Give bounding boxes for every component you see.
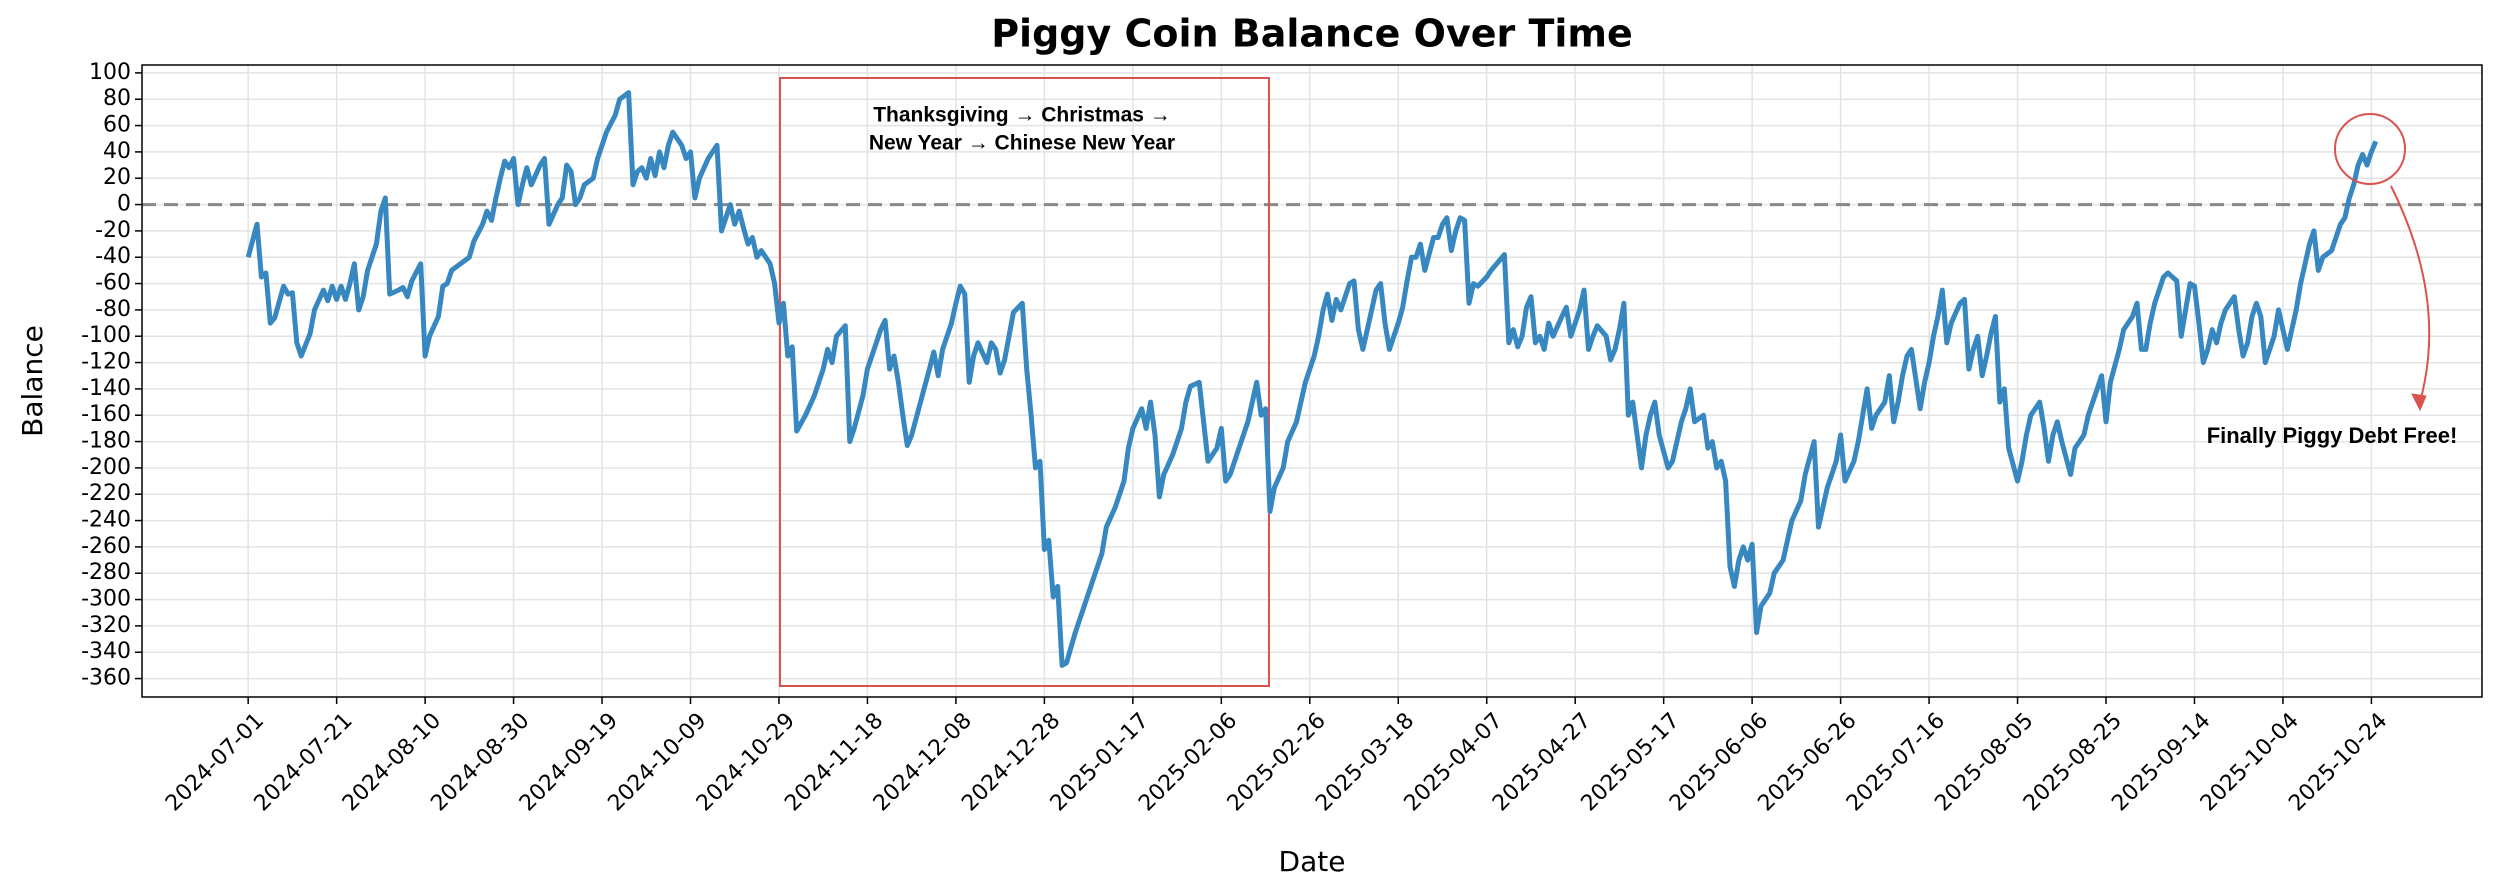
y-tick-label: -160 [81, 402, 131, 427]
callout-circle [2334, 113, 2406, 185]
y-tick-label: 100 [89, 60, 131, 85]
y-tick-label: -240 [81, 508, 131, 533]
y-tick-label: -120 [81, 350, 131, 375]
callout-arrow [2390, 185, 2431, 403]
y-tick-label: -180 [81, 429, 131, 454]
y-tick-label: -100 [81, 323, 131, 348]
y-tick-label: 0 [117, 192, 131, 217]
y-tick-label: 20 [103, 165, 131, 190]
y-tick-label: -260 [81, 534, 131, 559]
y-axis-label: Balance [16, 325, 49, 437]
callout-text: Finally Piggy Debt Free! [2207, 423, 2458, 448]
callout-arrowhead [2411, 393, 2427, 412]
y-tick-label: -320 [81, 613, 131, 638]
y-tick-label: 60 [103, 113, 131, 138]
y-tick-label: 40 [103, 139, 131, 164]
y-tick-label: -300 [81, 587, 131, 612]
y-tick-label: -40 [95, 244, 131, 269]
balance-line [245, 90, 2379, 668]
y-tick-label: -80 [95, 297, 131, 322]
y-tick-label: -60 [95, 271, 131, 296]
y-tick-label: -360 [81, 666, 131, 691]
y-tick-label: -140 [81, 376, 131, 401]
y-tick-label: -280 [81, 560, 131, 585]
highlight-box [779, 77, 1270, 687]
chart-title: Piggy Coin Balance Over Time [991, 12, 1633, 56]
box-annotation: New Year → Chinese New Year [869, 132, 1175, 155]
x-axis-label: Date [1279, 845, 1346, 878]
y-tick-label: -200 [81, 455, 131, 480]
y-tick-label: 80 [103, 86, 131, 111]
y-tick-label: -340 [81, 639, 131, 664]
plot-frame [141, 64, 2483, 698]
y-tick-label: -20 [95, 218, 131, 243]
box-annotation: Thanksgiving → Christmas → [873, 104, 1171, 127]
y-tick-label: -220 [81, 481, 131, 506]
